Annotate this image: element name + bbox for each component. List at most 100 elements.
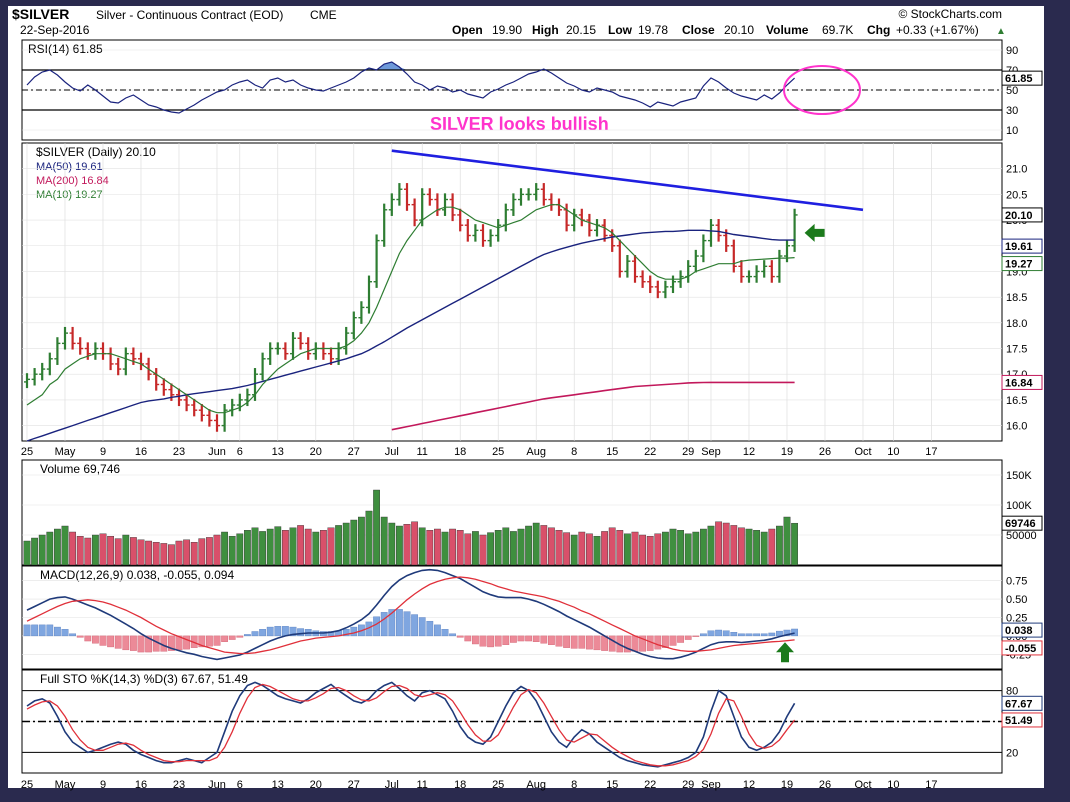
macd-histogram-bar — [487, 635, 494, 648]
macd-histogram-bar — [502, 635, 510, 645]
volume-bar — [418, 527, 426, 566]
volume-bar — [76, 536, 84, 566]
macd-histogram-bar — [707, 630, 715, 637]
macd-histogram-bar — [274, 626, 282, 637]
sto-tick-label: 80 — [1006, 686, 1018, 698]
x-tick-label: 23 — [173, 446, 185, 458]
volume-bar — [31, 537, 38, 566]
x-tick-label-bottom: 16 — [135, 779, 147, 791]
macd-histogram-bar — [145, 635, 152, 653]
macd-histogram-bar — [677, 635, 685, 643]
volume-bar — [517, 528, 525, 566]
price-tick-label: 20.5 — [1006, 189, 1027, 201]
macd-histogram-bar — [107, 635, 115, 648]
macd-histogram-bar — [236, 635, 244, 638]
volume-bar — [365, 510, 373, 566]
volume-bar — [616, 530, 624, 566]
volume-bar — [274, 526, 282, 566]
x-tick-label-bottom: 12 — [743, 779, 755, 791]
volume-bar — [494, 530, 502, 566]
macd-histogram-bar — [715, 629, 723, 637]
volume-bar — [205, 537, 213, 566]
macd-histogram-bar — [768, 632, 776, 637]
volume-bar — [700, 528, 707, 566]
volume-bar — [532, 522, 540, 566]
macd-histogram-bar — [99, 635, 107, 646]
volume-bar — [282, 530, 289, 566]
volume-bar — [190, 542, 198, 566]
price-tick-label: 18.5 — [1006, 292, 1027, 304]
x-tick-label: 12 — [743, 446, 755, 458]
volume-bar — [335, 525, 342, 566]
low-value: 19.78 — [638, 23, 668, 37]
x-tick-label: 11 — [416, 446, 427, 458]
macd-histogram-bar — [692, 635, 700, 637]
macd-histogram-bar — [403, 611, 411, 637]
sto-k-line — [26, 681, 796, 768]
volume-bar — [624, 533, 631, 566]
macd-histogram-bar — [456, 635, 464, 638]
macd-signal-line — [26, 576, 795, 655]
x-tick-label: 17 — [925, 446, 937, 458]
volume-bar — [358, 516, 365, 566]
macd-histogram-bar — [730, 632, 738, 637]
x-tick-label-bottom: 6 — [237, 779, 243, 791]
macd-histogram-bar — [76, 635, 84, 638]
x-tick-label-bottom: 17 — [925, 779, 937, 791]
chg-value: +0.33 (+1.67%) — [896, 23, 979, 37]
volume-bar — [213, 534, 221, 566]
macd-histogram-bar — [464, 635, 472, 642]
x-tick-label: 25 — [21, 446, 33, 458]
volume-bar — [738, 527, 745, 566]
macd-histogram-bar — [418, 617, 426, 637]
macd-tick-label: 0.75 — [1006, 576, 1027, 588]
volume-bar — [783, 516, 791, 566]
macd-histogram-bar — [243, 634, 251, 637]
volume-bar — [221, 531, 228, 566]
macd-histogram-bar — [631, 635, 639, 652]
volume-bar — [411, 521, 418, 566]
x-tick-label-bottom: Jun — [208, 779, 226, 791]
symbol-title: $SILVER — [12, 6, 69, 22]
volume-value: 69.7K — [822, 23, 853, 37]
volume-bar — [396, 525, 403, 566]
exchange-label: CME — [310, 8, 337, 22]
macd-histogram-bar — [373, 616, 380, 637]
macd-histogram-bar — [282, 626, 289, 637]
sto-d-line — [26, 683, 796, 767]
volume-bar — [730, 525, 738, 566]
macd-histogram-bar — [776, 630, 783, 637]
macd-histogram-bar — [684, 635, 692, 640]
macd-histogram-bar — [221, 635, 228, 642]
macd-tag-signal: -0.055 — [1005, 643, 1036, 655]
macd-histogram-bar — [479, 635, 487, 647]
macd-histogram-bar — [449, 633, 456, 637]
volume-bar — [175, 540, 183, 566]
volume-bar — [167, 544, 175, 566]
macd-histogram-bar — [563, 635, 571, 648]
x-tick-label: 8 — [571, 446, 577, 458]
x-tick-label: 29 — [682, 446, 694, 458]
rsi-tick-label: 30 — [1006, 105, 1018, 117]
x-tick-label-bottom: 23 — [173, 779, 185, 791]
volume-bar — [236, 533, 244, 566]
volume-bar — [677, 530, 685, 566]
x-tick-label: Jul — [385, 446, 399, 458]
volume-bar — [403, 524, 411, 566]
macd-histogram-bar — [38, 624, 46, 637]
macd-histogram-bar — [213, 635, 221, 646]
volume-bar — [426, 530, 434, 566]
macd-line — [26, 568, 795, 661]
volume-bar — [228, 536, 236, 566]
volume-bar — [54, 528, 61, 566]
close-label: Close — [682, 23, 715, 37]
volume-bar — [449, 528, 456, 566]
macd-histogram-bar — [228, 635, 236, 640]
volume-bar — [487, 532, 494, 566]
volume-bar — [586, 533, 593, 566]
macd-histogram-bar — [251, 631, 259, 637]
rsi-highlight-circle — [783, 65, 861, 115]
macd-tick-label: 0.25 — [1006, 613, 1027, 625]
volume-bar — [753, 530, 761, 566]
